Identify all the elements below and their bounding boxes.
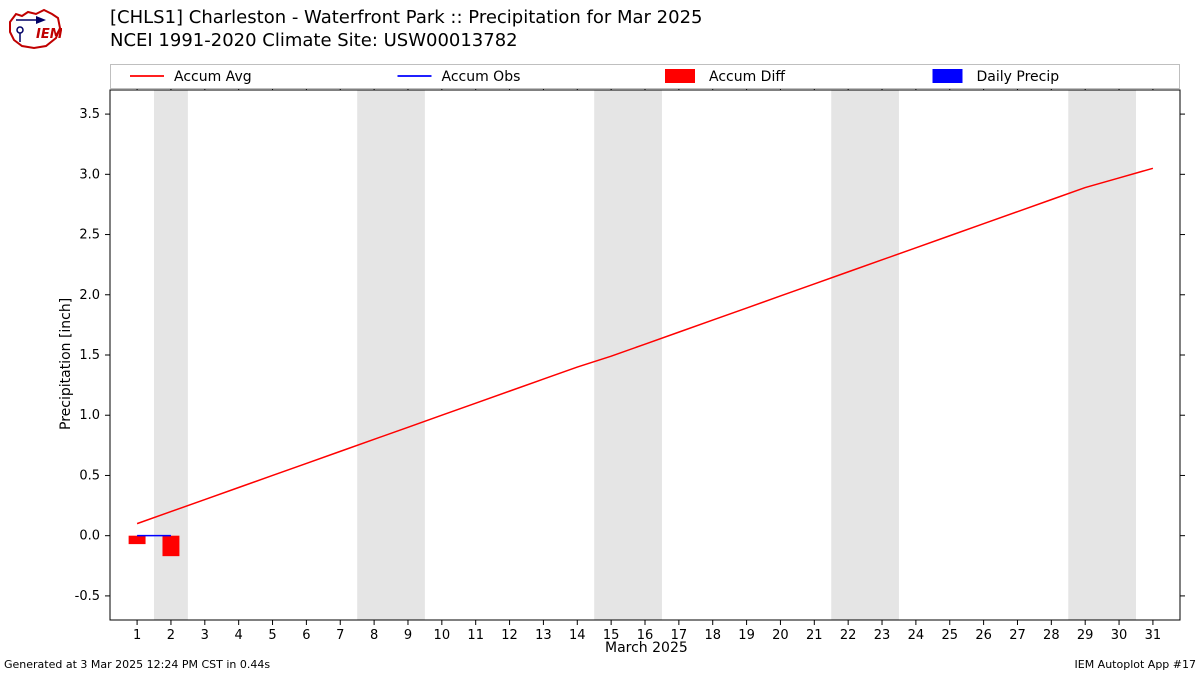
svg-text:0.5: 0.5 (79, 468, 100, 483)
svg-text:31: 31 (1145, 628, 1162, 643)
svg-text:2: 2 (167, 628, 175, 643)
svg-text:9: 9 (404, 628, 412, 643)
svg-text:19: 19 (738, 628, 755, 643)
svg-text:11: 11 (467, 628, 484, 643)
svg-text:7: 7 (336, 628, 344, 643)
svg-text:1: 1 (133, 628, 141, 643)
svg-text:25: 25 (941, 628, 958, 643)
svg-text:Daily Precip: Daily Precip (977, 69, 1060, 85)
svg-text:23: 23 (874, 628, 891, 643)
svg-text:2.5: 2.5 (79, 228, 100, 243)
svg-text:1.5: 1.5 (79, 348, 100, 363)
precip-chart: -0.50.00.51.01.52.02.53.03.5123456789101… (0, 0, 1200, 675)
svg-text:30: 30 (1111, 628, 1128, 643)
svg-text:4: 4 (235, 628, 243, 643)
svg-text:1.0: 1.0 (79, 408, 100, 423)
svg-text:22: 22 (840, 628, 857, 643)
y-axis-label: Precipitation [inch] (58, 298, 74, 430)
svg-text:21: 21 (806, 628, 823, 643)
svg-text:2.0: 2.0 (79, 288, 100, 303)
svg-text:Accum Diff: Accum Diff (709, 69, 785, 85)
footer-app: IEM Autoplot App #17 (1075, 658, 1197, 671)
svg-text:13: 13 (535, 628, 552, 643)
svg-text:5: 5 (268, 628, 276, 643)
svg-text:-0.5: -0.5 (75, 589, 100, 604)
svg-text:29: 29 (1077, 628, 1094, 643)
svg-text:Accum Obs: Accum Obs (442, 69, 521, 85)
svg-text:3.0: 3.0 (79, 167, 100, 182)
x-axis-label: March 2025 (605, 640, 688, 656)
svg-text:3.5: 3.5 (79, 107, 100, 122)
svg-text:3: 3 (201, 628, 209, 643)
svg-text:Accum Avg: Accum Avg (174, 69, 252, 85)
svg-text:28: 28 (1043, 628, 1060, 643)
svg-text:8: 8 (370, 628, 378, 643)
svg-text:27: 27 (1009, 628, 1026, 643)
svg-text:24: 24 (908, 628, 925, 643)
svg-text:10: 10 (434, 628, 451, 643)
footer-generated: Generated at 3 Mar 2025 12:24 PM CST in … (4, 658, 270, 671)
svg-text:14: 14 (569, 628, 586, 643)
svg-text:6: 6 (302, 628, 310, 643)
svg-text:18: 18 (704, 628, 721, 643)
svg-text:0.0: 0.0 (79, 529, 100, 544)
svg-text:12: 12 (501, 628, 518, 643)
svg-text:20: 20 (772, 628, 789, 643)
svg-text:26: 26 (975, 628, 992, 643)
